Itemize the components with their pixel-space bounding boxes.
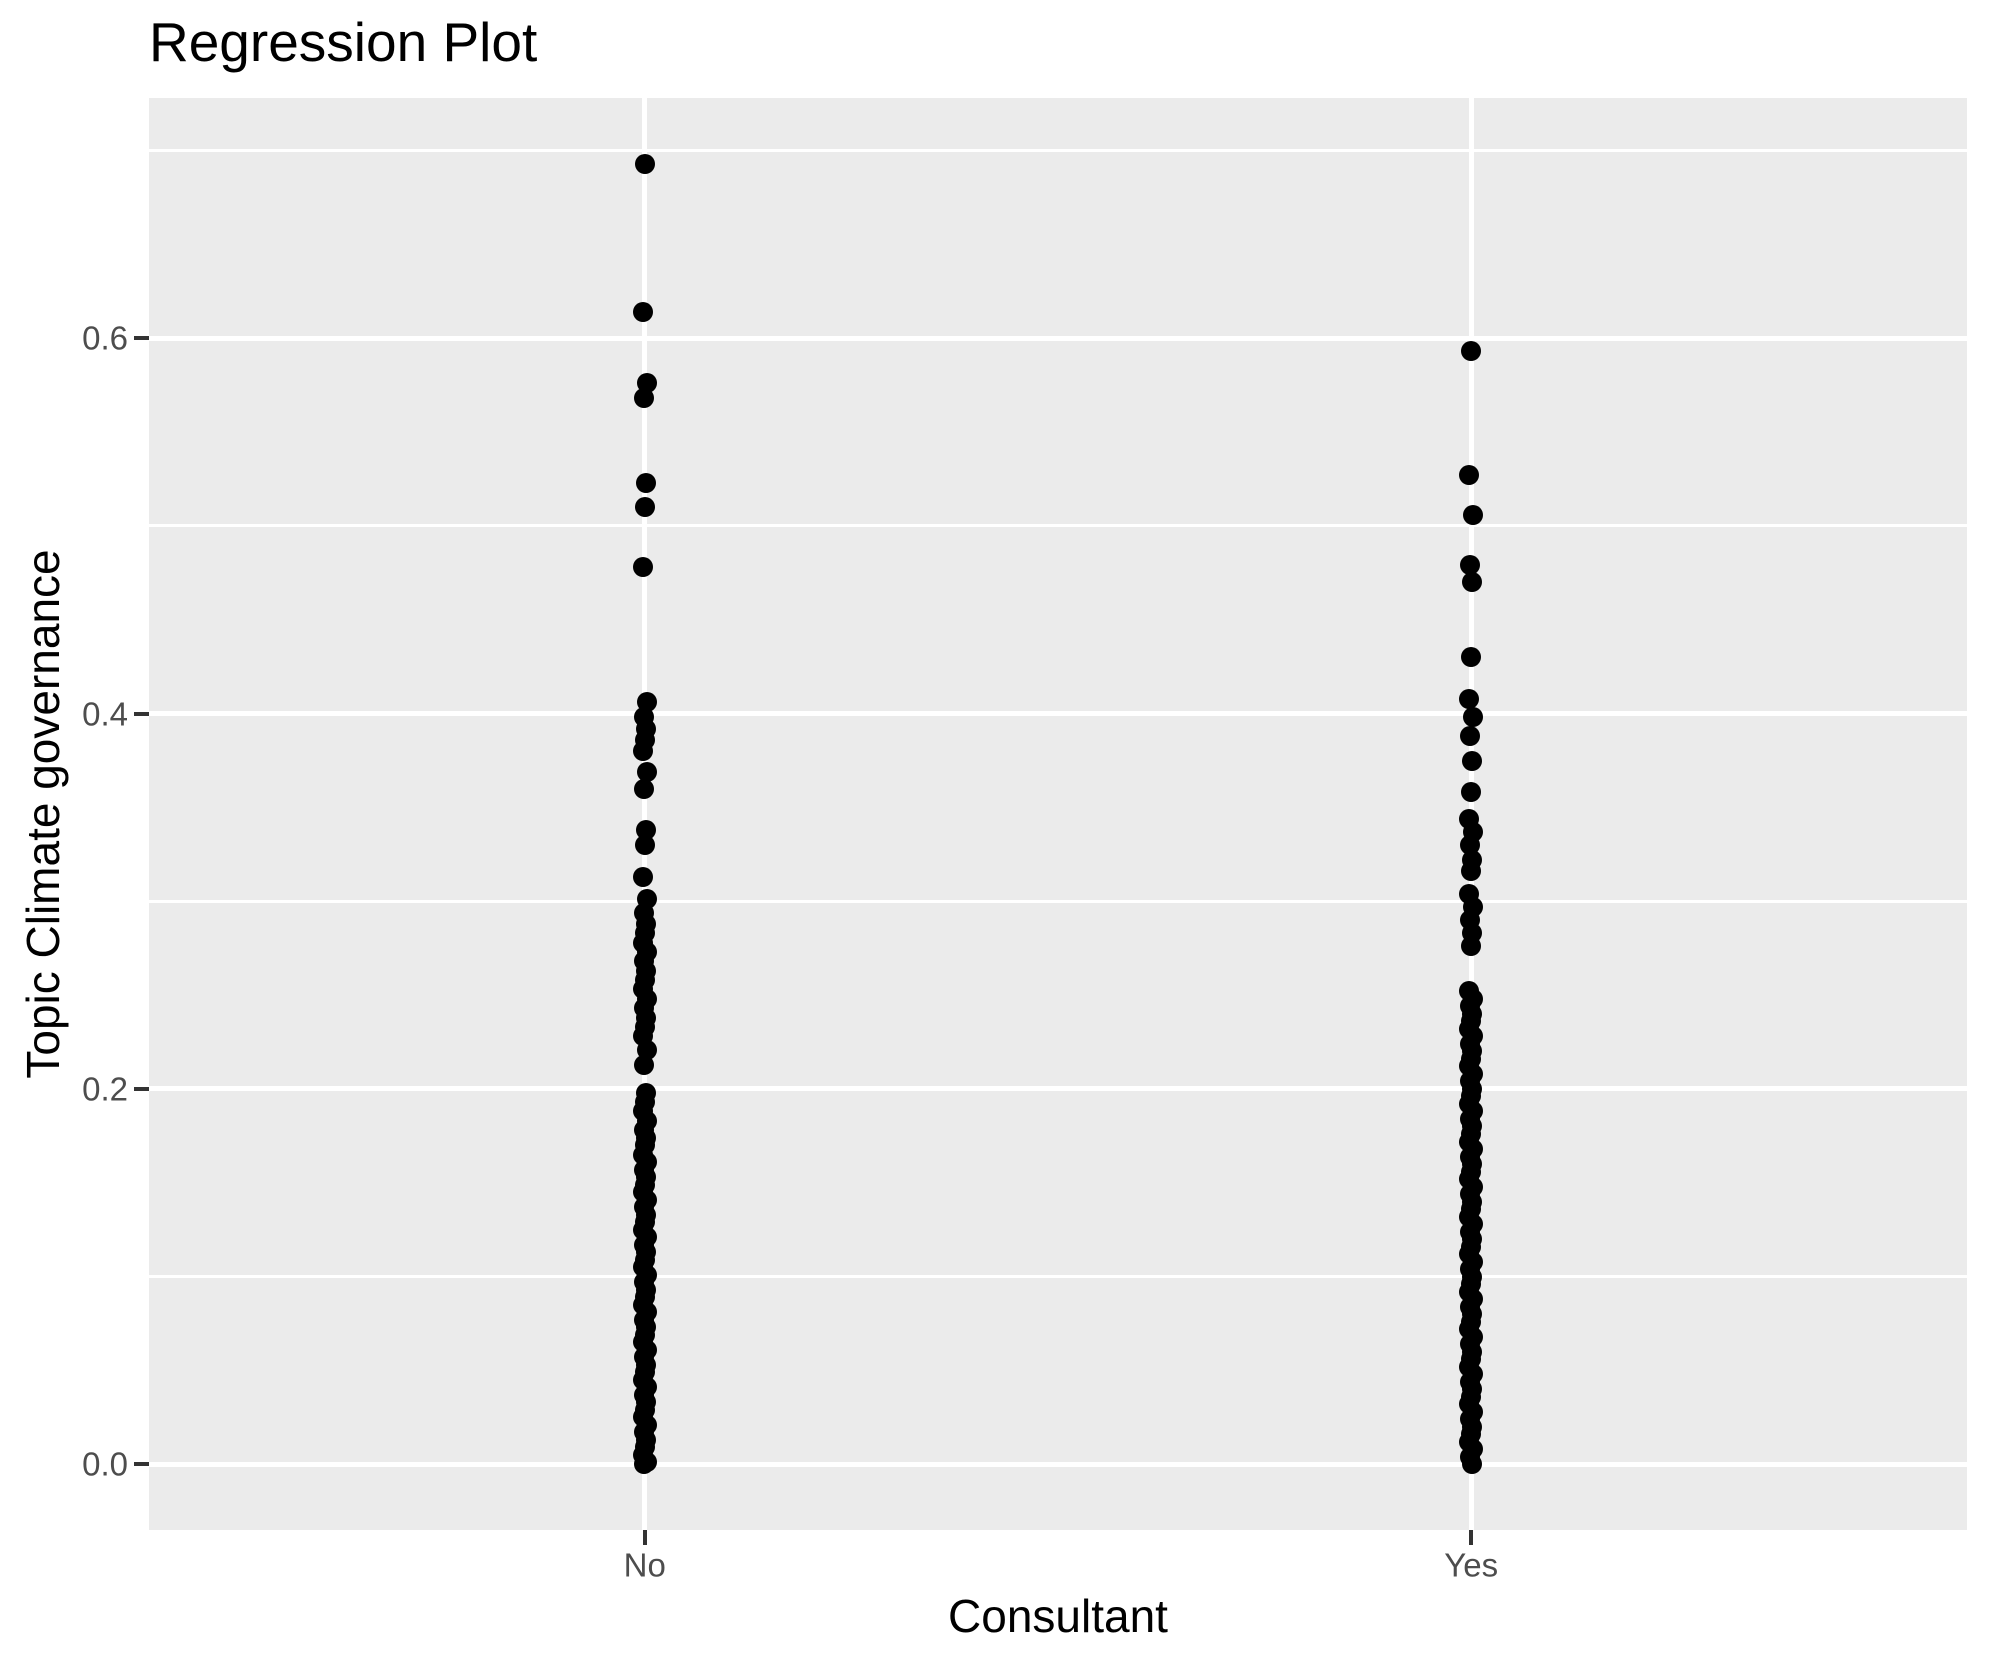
gridline-major bbox=[149, 1461, 1967, 1467]
gridline-minor bbox=[149, 149, 1967, 153]
y-tick-mark bbox=[134, 336, 149, 341]
data-point bbox=[1460, 834, 1481, 855]
data-point bbox=[634, 497, 655, 518]
data-point bbox=[1462, 572, 1483, 593]
x-tick-label: No bbox=[623, 1546, 666, 1584]
gridline-minor bbox=[149, 899, 1967, 903]
y-tick-label: 0.4 bbox=[82, 695, 128, 733]
data-point bbox=[1460, 726, 1481, 747]
y-tick-mark bbox=[134, 711, 149, 716]
data-point bbox=[633, 1054, 654, 1075]
data-point bbox=[632, 741, 653, 762]
data-point bbox=[633, 778, 654, 799]
x-tick-mark bbox=[1469, 1530, 1474, 1545]
data-point bbox=[1460, 555, 1481, 576]
x-tick-label: Yes bbox=[1444, 1546, 1499, 1584]
data-point bbox=[1462, 750, 1483, 771]
data-point bbox=[1461, 936, 1482, 957]
y-tick-label: 0.2 bbox=[82, 1070, 128, 1108]
data-point bbox=[1461, 861, 1482, 882]
data-point bbox=[635, 472, 656, 493]
x-axis-title: Consultant bbox=[948, 1590, 1168, 1642]
data-point bbox=[635, 819, 656, 840]
y-tick-label: 0.6 bbox=[82, 319, 128, 357]
y-tick-mark bbox=[134, 1086, 149, 1091]
data-point bbox=[1462, 1454, 1483, 1475]
data-point bbox=[636, 761, 657, 782]
gridline-major bbox=[149, 335, 1967, 341]
data-point bbox=[634, 834, 655, 855]
chart-title: Regression Plot bbox=[149, 11, 538, 73]
data-point bbox=[632, 301, 653, 322]
gridline-minor bbox=[149, 1275, 1967, 1279]
data-point bbox=[633, 388, 654, 409]
data-point bbox=[1463, 504, 1484, 525]
gridline-major bbox=[149, 1086, 1967, 1092]
data-point bbox=[1461, 782, 1482, 803]
data-point bbox=[636, 692, 657, 713]
y-axis-title: Topic Climate governance bbox=[17, 549, 69, 1079]
data-point bbox=[632, 557, 653, 578]
data-point bbox=[636, 1039, 657, 1060]
gridline-minor bbox=[149, 524, 1967, 528]
data-point bbox=[636, 373, 657, 394]
y-tick-mark bbox=[134, 1462, 149, 1467]
data-point bbox=[1461, 647, 1482, 668]
data-point bbox=[633, 1454, 654, 1475]
y-tick-label: 0.0 bbox=[82, 1445, 128, 1483]
gridline-major bbox=[149, 711, 1967, 717]
gridline-major-vertical bbox=[642, 98, 648, 1530]
data-point bbox=[632, 866, 653, 887]
data-point bbox=[634, 153, 655, 174]
data-point bbox=[1459, 688, 1480, 709]
plot-panel bbox=[149, 98, 1967, 1530]
x-tick-mark bbox=[642, 1530, 647, 1545]
data-point bbox=[1463, 707, 1484, 728]
data-point bbox=[1461, 341, 1482, 362]
data-point bbox=[1459, 465, 1480, 486]
